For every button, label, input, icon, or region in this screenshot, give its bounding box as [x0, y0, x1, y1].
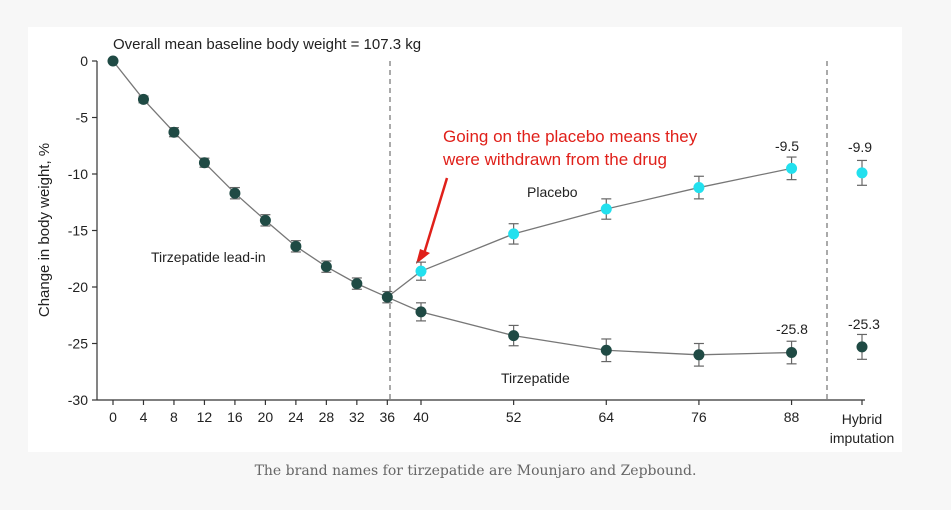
- tirzepatide-hybrid-label: -25.3: [848, 316, 880, 332]
- chart-svg: 0 -5 -10 -15 -20 -25 -30 0 4 8 12 16 20 24 28 32 36 40 52 6…: [36, 36, 894, 446]
- data-point: [508, 228, 520, 240]
- y-tick-label: 0: [80, 53, 88, 69]
- chart-title: Overall mean baseline body weight = 107.…: [113, 36, 421, 53]
- x-tick-label: 36: [380, 409, 396, 425]
- series-line-2: [387, 296, 792, 356]
- hybrid-tick-label-line1: Hybrid: [842, 411, 882, 427]
- tirzepatide-end-label: -25.8: [776, 321, 808, 337]
- chart-marks: [107, 55, 868, 367]
- data-point: [415, 306, 427, 318]
- x-tick-label: 12: [197, 409, 213, 425]
- y-axis-label: Change in body weight, %: [36, 143, 53, 317]
- x-tick-label: 64: [598, 409, 614, 425]
- hybrid-point: [856, 167, 868, 179]
- data-point: [693, 182, 705, 194]
- data-point: [693, 349, 705, 361]
- data-point: [198, 157, 210, 169]
- data-point: [415, 265, 427, 277]
- data-point: [381, 291, 393, 303]
- data-point: [168, 126, 180, 138]
- data-point: [600, 344, 612, 356]
- x-tick-label: 88: [784, 409, 800, 425]
- x-tick-label: 32: [349, 409, 365, 425]
- x-tick-label: 0: [109, 409, 117, 425]
- x-tick-label: 8: [170, 409, 178, 425]
- data-point: [600, 203, 612, 215]
- annotation-line2: were withdrawn from the drug: [442, 150, 667, 169]
- y-tick-label: -20: [68, 279, 88, 295]
- series-label-placebo: Placebo: [527, 184, 578, 200]
- data-point: [137, 93, 149, 105]
- y-tick-label: -25: [68, 336, 88, 352]
- series-line-0: [112, 60, 388, 298]
- x-tick-label: 20: [258, 409, 274, 425]
- figure-caption: The brand names for tirzepatide are Moun…: [254, 463, 697, 479]
- x-tick-label: 28: [319, 409, 335, 425]
- series-label-lead-in: Tirzepatide lead-in: [151, 249, 266, 265]
- placebo-hybrid-label: -9.9: [848, 139, 872, 155]
- annotation-arrow-line: [421, 177, 449, 258]
- chart-axes: 0 -5 -10 -15 -20 -25 -30 0 4 8 12 16 20 24 28 32 36 40 52 6…: [68, 53, 865, 425]
- y-tick-label: -15: [68, 223, 88, 239]
- chart-figure: 0 -5 -10 -15 -20 -25 -30 0 4 8 12 16 20 24 28 32 36 40 52 6…: [28, 27, 902, 452]
- data-point: [229, 187, 241, 199]
- data-point: [320, 261, 332, 273]
- series-line-1: [386, 167, 792, 298]
- x-tick-label: 16: [227, 409, 243, 425]
- x-tick-label: 4: [140, 409, 148, 425]
- data-point: [786, 347, 798, 359]
- data-point: [351, 278, 363, 290]
- x-tick-label: 40: [413, 409, 429, 425]
- placebo-end-label: -9.5: [775, 138, 799, 154]
- hybrid-tick-label-line2: imputation: [830, 430, 895, 446]
- chart-lines: [112, 60, 792, 356]
- annotation-arrow-head: [416, 249, 430, 264]
- series-label-tirzepatide: Tirzepatide: [501, 370, 570, 386]
- x-tick-label: 76: [691, 409, 707, 425]
- chart-labels: Overall mean baseline body weight = 107.…: [36, 36, 894, 446]
- x-tick-label: 24: [288, 409, 304, 425]
- hybrid-point: [856, 341, 868, 353]
- data-point: [107, 55, 119, 67]
- x-tick-label: 52: [506, 409, 522, 425]
- annotation-line1: Going on the placebo means they: [443, 127, 698, 146]
- data-point: [259, 214, 271, 226]
- data-point: [508, 330, 520, 342]
- y-tick-label: -30: [68, 392, 88, 408]
- data-point: [290, 240, 302, 252]
- y-tick-label: -10: [68, 166, 88, 182]
- y-tick-label: -5: [76, 110, 89, 126]
- data-point: [786, 162, 798, 174]
